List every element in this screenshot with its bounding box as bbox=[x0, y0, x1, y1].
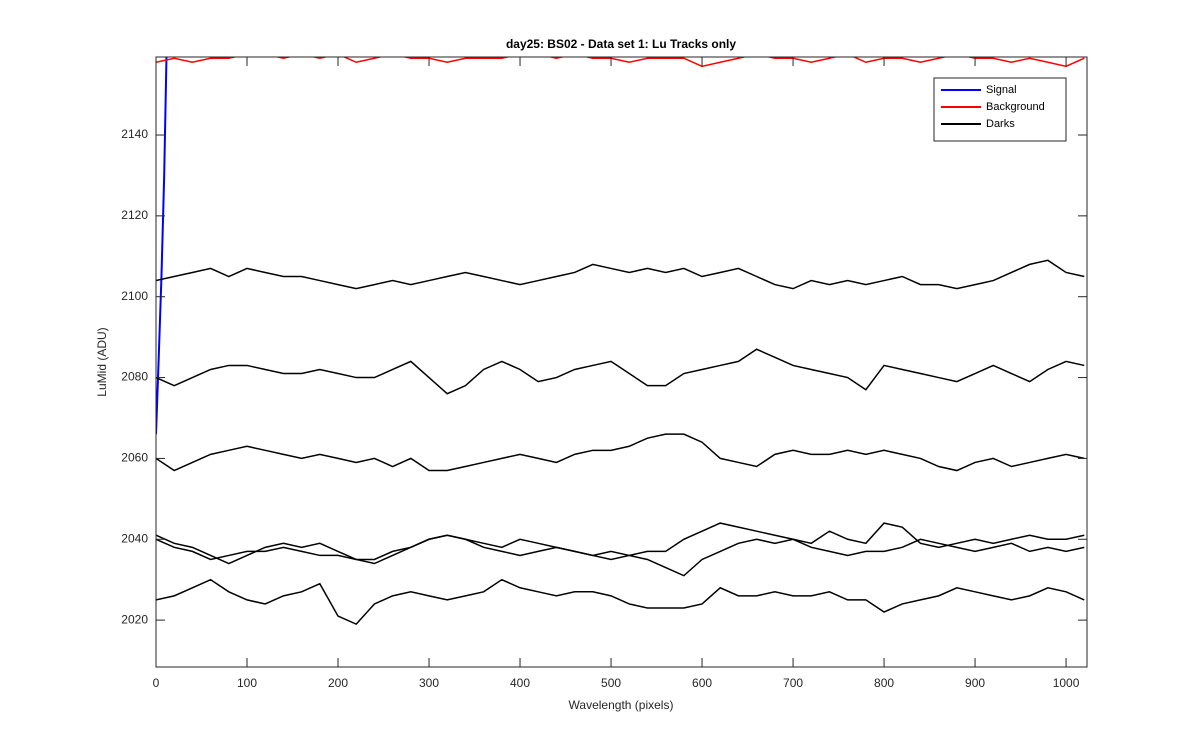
x-tick-label: 100 bbox=[237, 676, 257, 690]
y-tick-label: 2120 bbox=[121, 208, 148, 222]
legend-label: Background bbox=[986, 101, 1045, 113]
legend-label: Signal bbox=[986, 84, 1017, 96]
series-line bbox=[156, 57, 168, 435]
y-axis-label: LuMid (ADU) bbox=[95, 327, 109, 396]
y-tick-label: 2100 bbox=[121, 289, 148, 303]
x-tick-label: 700 bbox=[783, 676, 803, 690]
x-tick-label: 500 bbox=[601, 676, 621, 690]
x-tick-label: 300 bbox=[419, 676, 439, 690]
x-tick-label: 200 bbox=[328, 676, 348, 690]
series-line bbox=[156, 522, 1085, 561]
chart-title: day25: BS02 - Data set 1: Lu Tracks only bbox=[506, 37, 736, 51]
x-tick-label: 0 bbox=[153, 676, 160, 690]
x-tick-label: 600 bbox=[692, 676, 712, 690]
x-tick-label: 400 bbox=[510, 676, 530, 690]
y-tick-label: 2080 bbox=[121, 370, 148, 384]
legend-label: Darks bbox=[986, 118, 1015, 130]
y-tick-label: 2020 bbox=[121, 612, 148, 626]
y-tick-label: 2140 bbox=[121, 127, 148, 141]
x-tick-label: 900 bbox=[965, 676, 985, 690]
x-tick-label: 1000 bbox=[1053, 676, 1080, 690]
y-tick-label: 2040 bbox=[121, 531, 148, 545]
series-line bbox=[156, 57, 1085, 68]
x-tick-label: 800 bbox=[874, 676, 894, 690]
series-line bbox=[156, 259, 1085, 290]
legend-box bbox=[933, 77, 1067, 142]
series-line bbox=[156, 433, 1085, 472]
y-tick-label: 2060 bbox=[121, 451, 148, 465]
plot-box bbox=[155, 56, 1088, 668]
series-line bbox=[156, 534, 1085, 577]
plot-lines bbox=[156, 57, 1085, 626]
series-line bbox=[156, 348, 1085, 395]
x-axis-label: Wavelength (pixels) bbox=[569, 698, 674, 712]
series-line bbox=[156, 578, 1085, 626]
